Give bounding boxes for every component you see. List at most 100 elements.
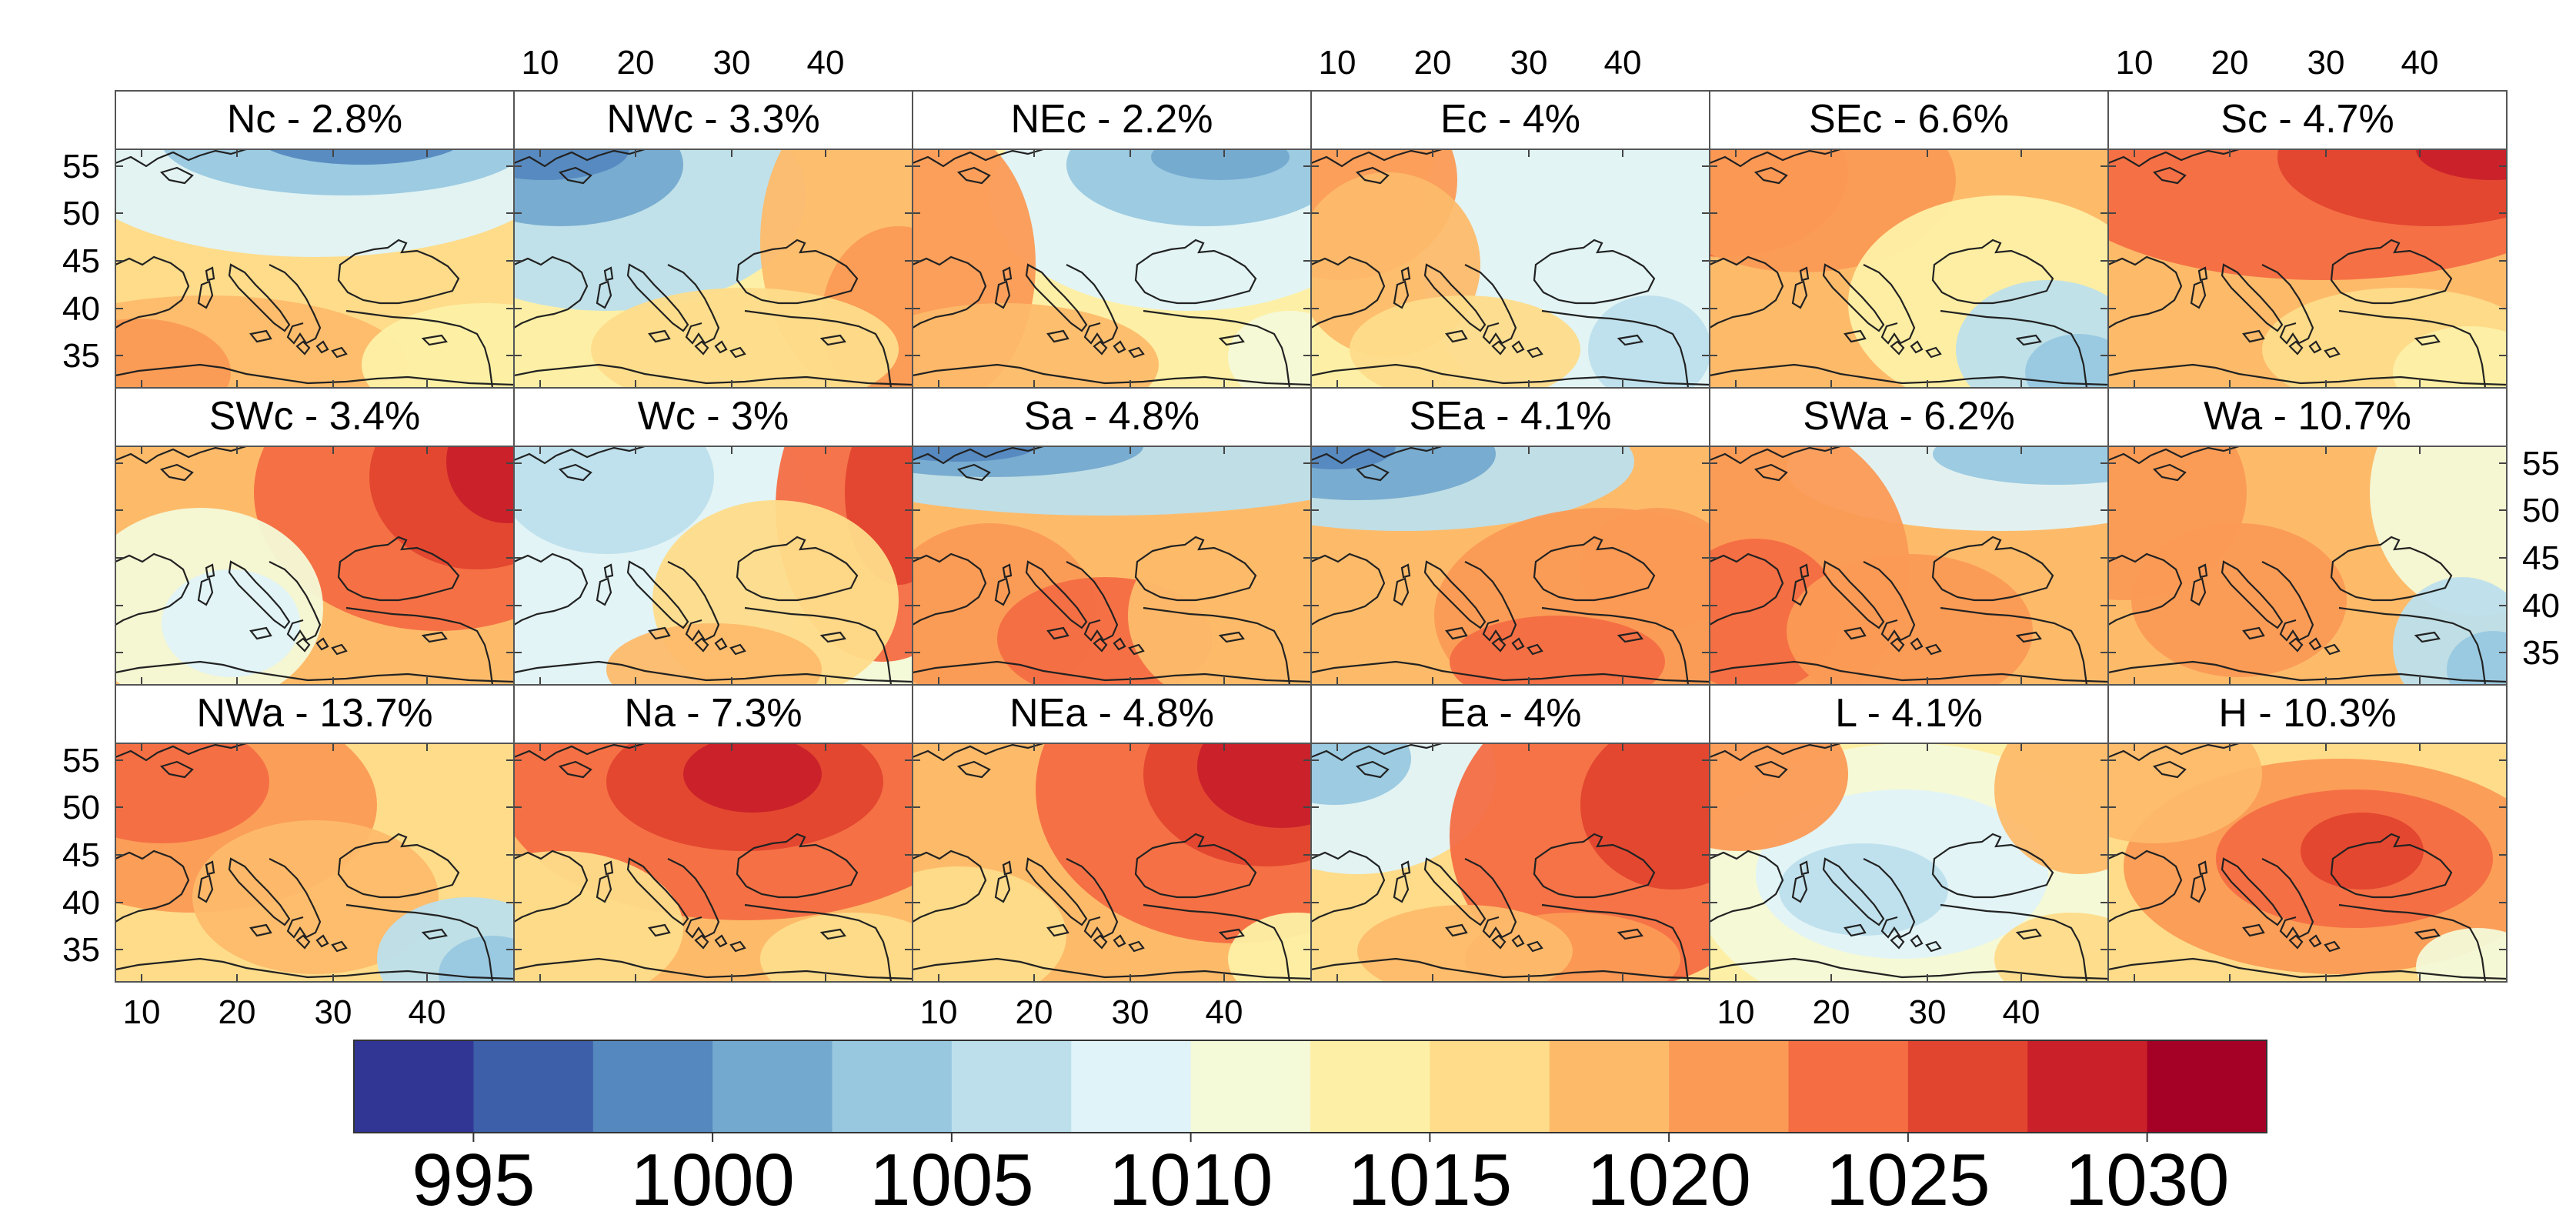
lon-tick-label: 10: [1319, 44, 1356, 82]
lat-tick-label: 40: [62, 290, 100, 328]
colorbar-tick-label: 1020: [1587, 1139, 1751, 1221]
panel: Na - 7.3%: [513, 684, 913, 983]
panel: NWa - 13.7%: [115, 684, 515, 983]
colorbar-swatch: [592, 1040, 713, 1133]
panel: L - 4.1%: [1709, 684, 2109, 983]
pressure-map: [115, 743, 515, 983]
lat-tick-label: 35: [2522, 634, 2560, 672]
lat-tick-label: 35: [62, 931, 100, 969]
pressure-map: [912, 446, 1312, 686]
panel-title: SWa - 6.2%: [1803, 394, 2015, 439]
lon-tick-label: 40: [1604, 44, 1642, 82]
lat-tick-label: 40: [2522, 587, 2560, 625]
lon-tick-label: 30: [315, 993, 352, 1031]
colorbar-swatch: [354, 1040, 474, 1133]
panel: H - 10.3%: [2107, 684, 2508, 983]
lon-tick-label: 10: [123, 993, 161, 1031]
lon-tick-label: 30: [1112, 993, 1150, 1031]
pressure-map: [2107, 149, 2508, 389]
panel: Ec - 4%: [1310, 90, 1710, 389]
panel-title: SWc - 3.4%: [209, 394, 421, 439]
panel-title: Ec - 4%: [1440, 97, 1580, 142]
pressure-map: [912, 743, 1312, 983]
colorbar-swatch: [712, 1040, 833, 1133]
colorbar-swatch: [2027, 1040, 2148, 1133]
panel: Sa - 4.8%: [912, 387, 1312, 686]
colorbar-tick-label: 1015: [1348, 1139, 1513, 1221]
panel-title: SEa - 4.1%: [1409, 394, 1611, 439]
panel-title: Wc - 3%: [638, 394, 789, 439]
panel: Sc - 4.7%: [2107, 90, 2508, 389]
lon-tick-label: 30: [1510, 44, 1548, 82]
pressure-map: [115, 446, 515, 686]
pressure-map: [912, 149, 1312, 389]
lon-tick-label: 10: [920, 993, 958, 1031]
panel: Nc - 2.8%: [115, 90, 515, 389]
lon-tick-label: 40: [409, 993, 446, 1031]
panel-title: L - 4.1%: [1835, 691, 1983, 736]
colorbar-swatch: [1669, 1040, 1789, 1133]
lon-tick-label: 20: [1016, 993, 1053, 1031]
panel-title: Nc - 2.8%: [227, 97, 402, 142]
lat-tick-label: 55: [2522, 445, 2560, 482]
colorbar-tick-label: 1030: [2065, 1139, 2230, 1221]
lon-tick-label: 20: [617, 44, 655, 82]
colorbar-swatch: [951, 1040, 1072, 1133]
panel-title: H - 10.3%: [2218, 691, 2396, 736]
colorbar-swatch: [832, 1040, 953, 1133]
pressure-map: [1310, 446, 1710, 686]
panel-title: NEa - 4.8%: [1009, 691, 1214, 736]
lon-tick-label: 20: [219, 993, 256, 1031]
panel-title: NEc - 2.2%: [1011, 97, 1213, 142]
lat-tick-label: 55: [62, 148, 100, 185]
lon-tick-label: 20: [2211, 44, 2249, 82]
lon-tick-label: 40: [1206, 993, 1243, 1031]
panel: NWc - 3.3%: [513, 90, 913, 389]
panel: Ea - 4%: [1310, 684, 1710, 983]
panel-title: Sa - 4.8%: [1024, 394, 1200, 439]
pressure-map: [1310, 149, 1710, 389]
pressure-map: [1709, 743, 2109, 983]
colorbar-swatch: [1071, 1040, 1192, 1133]
pressure-map: [2107, 446, 2508, 686]
panel: NEa - 4.8%: [912, 684, 1312, 983]
lat-tick-label: 40: [62, 884, 100, 922]
pressure-map: [513, 149, 913, 389]
lon-tick-label: 40: [2401, 44, 2439, 82]
axis-labels: 10 20 30 40 10 20 30 40 10 20 30 40 10 20 30 40 10 20 30 40…: [62, 44, 2560, 1031]
colorbar-swatch: [1549, 1040, 1670, 1133]
colorbar-tick-label: 1025: [1826, 1139, 1990, 1221]
lon-tick-label: 20: [1414, 44, 1452, 82]
lat-tick-label: 50: [62, 195, 100, 232]
colorbar-swatch: [1788, 1040, 1909, 1133]
lon-tick-label: 30: [2307, 44, 2345, 82]
lon-tick-label: 10: [2116, 44, 2154, 82]
pressure-map: [2107, 743, 2508, 983]
colorbar-swatch: [1907, 1040, 2028, 1133]
colorbar-tick-label: 1000: [630, 1139, 795, 1221]
panel: SEc - 6.6%: [1709, 90, 2109, 389]
lat-tick-label: 50: [62, 789, 100, 826]
colorbar-swatch: [1310, 1040, 1430, 1133]
panel: SEa - 4.1%: [1310, 387, 1710, 686]
pressure-map: [1310, 743, 1710, 983]
lon-tick-label: 30: [1909, 993, 1947, 1031]
lat-tick-label: 55: [62, 742, 100, 779]
lon-tick-label: 10: [1717, 993, 1755, 1031]
lat-tick-label: 50: [2522, 492, 2560, 529]
lat-tick-label: 45: [2522, 539, 2560, 577]
lat-tick-label: 35: [62, 337, 100, 375]
panel-title: Wa - 10.7%: [2204, 394, 2411, 439]
lat-tick-label: 45: [62, 836, 100, 874]
panel: SWa - 6.2%: [1709, 387, 2109, 686]
lon-tick-label: 40: [2003, 993, 2040, 1031]
panel-title: Ea - 4%: [1440, 691, 1582, 736]
lon-tick-label: 10: [522, 44, 559, 82]
colorbar-tick-label: 995: [412, 1139, 535, 1221]
colorbar-swatch: [1190, 1040, 1311, 1133]
panel: NEc - 2.2%: [912, 90, 1312, 389]
pressure-map: [513, 743, 913, 983]
pressure-map: [1709, 149, 2109, 389]
panel-title: NWc - 3.3%: [606, 97, 819, 142]
colorbar-swatch: [2147, 1040, 2267, 1133]
